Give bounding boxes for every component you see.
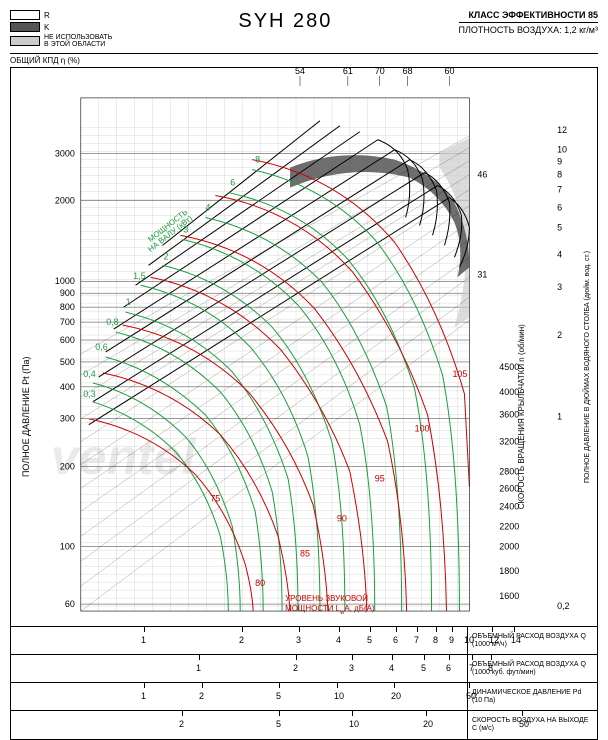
svg-text:0,6: 0,6 bbox=[95, 342, 107, 352]
svg-text:900: 900 bbox=[60, 288, 75, 298]
svg-text:80: 80 bbox=[255, 578, 265, 588]
svg-text:300: 300 bbox=[60, 414, 75, 424]
swatch-no bbox=[10, 36, 40, 46]
legend-nouse2: В ЭТОЙ ОБЛАСТИ bbox=[44, 41, 112, 48]
svg-text:6: 6 bbox=[557, 202, 562, 212]
svg-text:2000: 2000 bbox=[499, 541, 519, 551]
svg-text:85: 85 bbox=[300, 548, 310, 558]
svg-text:2: 2 bbox=[164, 251, 169, 261]
svg-text:200: 200 bbox=[60, 462, 75, 472]
svg-text:1: 1 bbox=[126, 297, 131, 307]
svg-text:700: 700 bbox=[60, 317, 75, 327]
svg-text:0,8: 0,8 bbox=[106, 317, 118, 327]
svg-text:100: 100 bbox=[415, 424, 430, 434]
svg-text:4: 4 bbox=[557, 249, 562, 259]
fan-chart: 60 100 200 300 400 500 600 700 800 900 1000 2000 300… bbox=[10, 67, 598, 627]
svg-text:31: 31 bbox=[477, 269, 487, 279]
svg-text:100: 100 bbox=[60, 541, 75, 551]
svg-text:400: 400 bbox=[60, 382, 75, 392]
svg-text:МОЩНОСТИ LwA, дБ(A): МОЩНОСТИ LwA, дБ(A) bbox=[285, 604, 375, 616]
svg-text:1600: 1600 bbox=[499, 591, 519, 601]
svg-text:60: 60 bbox=[444, 68, 454, 76]
svg-text:9: 9 bbox=[557, 157, 562, 167]
legend-k: K bbox=[44, 23, 49, 32]
svg-text:95: 95 bbox=[375, 474, 385, 484]
swatch-r bbox=[10, 10, 40, 20]
svg-text:8: 8 bbox=[255, 155, 260, 165]
chart-title: SYH 280 bbox=[112, 10, 458, 33]
svg-text:68: 68 bbox=[403, 68, 413, 76]
density: ПЛОТНОСТЬ ВОЗДУХА: 1,2 кг/м³ bbox=[459, 25, 598, 35]
svg-text:8: 8 bbox=[557, 170, 562, 180]
svg-text:3: 3 bbox=[557, 282, 562, 292]
svg-text:61: 61 bbox=[343, 68, 353, 76]
svg-text:ПОЛНОЕ ДАВЛЕНИЕ В ДЮЙМАХ ВОДЯН: ПОЛНОЕ ДАВЛЕНИЕ В ДЮЙМАХ ВОДЯНОГО СТОЛБА… bbox=[582, 251, 591, 483]
svg-text:3000: 3000 bbox=[55, 149, 75, 159]
svg-text:70: 70 bbox=[375, 68, 385, 76]
svg-text:800: 800 bbox=[60, 302, 75, 312]
swatch-k bbox=[10, 22, 40, 32]
svg-text:0,2: 0,2 bbox=[557, 601, 569, 611]
svg-text:1800: 1800 bbox=[499, 566, 519, 576]
legend: R K НЕ ИСПОЛЬЗОВАТЬВ ЭТОЙ ОБЛАСТИ bbox=[10, 10, 112, 48]
svg-text:54: 54 bbox=[295, 68, 305, 76]
svg-text:600: 600 bbox=[60, 335, 75, 345]
svg-text:2000: 2000 bbox=[55, 196, 75, 206]
svg-text:2200: 2200 bbox=[499, 521, 519, 531]
svg-text:500: 500 bbox=[60, 357, 75, 367]
svg-text:90: 90 bbox=[337, 513, 347, 523]
svg-text:0,3: 0,3 bbox=[83, 389, 95, 399]
svg-text:СКОРОСТЬ ВРАЩЕНИЯ КРЫЛЬЧАТКИ n: СКОРОСТЬ ВРАЩЕНИЯ КРЫЛЬЧАТКИ n (об/мин) bbox=[517, 324, 526, 509]
svg-text:60: 60 bbox=[65, 599, 75, 609]
chart-svg: 60 100 200 300 400 500 600 700 800 900 1000 2000 300… bbox=[11, 68, 597, 626]
svg-text:1,5: 1,5 bbox=[133, 271, 145, 281]
svg-text:0,4: 0,4 bbox=[83, 369, 95, 379]
svg-text:105: 105 bbox=[452, 369, 467, 379]
legend-nouse1: НЕ ИСПОЛЬЗОВАТЬ bbox=[44, 34, 112, 41]
svg-text:1: 1 bbox=[557, 412, 562, 422]
top-axis-label: ОБЩИЙ КПД η (%) bbox=[10, 53, 598, 67]
eff-class: КЛАСС ЭФФЕКТИВНОСТИ 85 bbox=[468, 10, 598, 20]
svg-text:7: 7 bbox=[557, 185, 562, 195]
header-right: КЛАСС ЭФФЕКТИВНОСТИ 85 ПЛОТНОСТЬ ВОЗДУХА… bbox=[459, 10, 598, 37]
svg-text:УРОВЕНЬ ЗВУКОВОЙ: УРОВЕНЬ ЗВУКОВОЙ bbox=[285, 594, 368, 603]
legend-r: R bbox=[44, 11, 50, 20]
svg-text:46: 46 bbox=[477, 170, 487, 180]
bottom-scales: 123456789101214ОБЪЕМНЫЙ РАСХОД ВОЗДУХА Q… bbox=[10, 627, 598, 740]
svg-text:4: 4 bbox=[205, 202, 210, 212]
svg-text:75: 75 bbox=[210, 493, 220, 503]
svg-text:ПОЛНОЕ ДАВЛЕНИЕ Pt (Па): ПОЛНОЕ ДАВЛЕНИЕ Pt (Па) bbox=[21, 356, 31, 477]
svg-text:10: 10 bbox=[557, 145, 567, 155]
svg-text:1000: 1000 bbox=[55, 276, 75, 286]
svg-text:5: 5 bbox=[557, 222, 562, 232]
svg-text:6: 6 bbox=[230, 178, 235, 188]
svg-text:2: 2 bbox=[557, 330, 562, 340]
svg-text:12: 12 bbox=[557, 125, 567, 135]
